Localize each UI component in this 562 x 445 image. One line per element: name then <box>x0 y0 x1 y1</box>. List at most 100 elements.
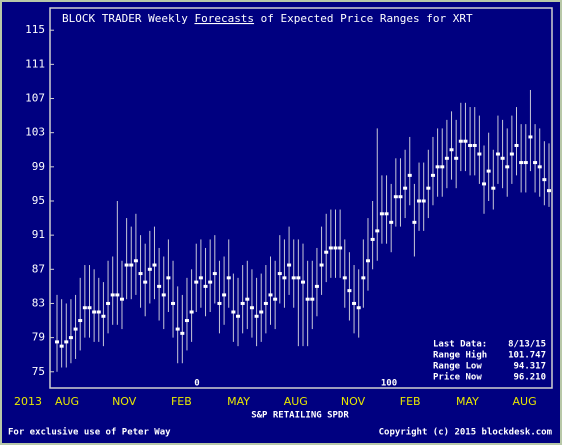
price-dot <box>440 165 445 169</box>
price-dot <box>495 152 500 156</box>
price-dot <box>184 319 189 323</box>
price-dot <box>254 314 259 318</box>
price-dot <box>189 310 194 314</box>
x-tick-label: NOV <box>112 395 137 408</box>
price-dot <box>73 327 78 331</box>
y-tick-label: 111 <box>25 57 45 70</box>
chart-title: BLOCK TRADER Weekly Forecasts of Expecte… <box>62 12 473 25</box>
price-dot <box>472 143 477 147</box>
price-dot <box>296 276 301 280</box>
price-dot <box>324 250 329 254</box>
x-marker: 0 <box>194 379 199 389</box>
info-value: 101.747 <box>508 351 546 361</box>
x-tick-label: MAY <box>227 395 250 408</box>
price-dot <box>240 301 245 305</box>
price-dot <box>305 297 310 301</box>
price-dot <box>505 165 510 169</box>
x-tick-label: FEB <box>400 395 421 408</box>
price-dot <box>166 276 171 280</box>
price-dot <box>180 331 185 335</box>
price-dot <box>208 280 213 284</box>
price-dot <box>482 182 487 186</box>
price-dot <box>226 276 231 280</box>
y-tick-label: 103 <box>25 126 45 139</box>
price-dot <box>259 310 264 314</box>
price-dot <box>407 173 412 177</box>
price-dot <box>444 156 449 160</box>
price-dot <box>389 220 394 224</box>
price-dot <box>194 280 199 284</box>
price-dot <box>101 314 106 318</box>
price-dot <box>96 310 101 314</box>
price-dot <box>217 301 222 305</box>
price-dot <box>365 259 370 263</box>
price-dot <box>287 263 292 267</box>
y-tick-label: 91 <box>32 228 45 241</box>
price-dot <box>417 199 422 203</box>
x-marker: 100 <box>381 379 397 389</box>
price-dot <box>106 301 111 305</box>
y-tick-label: 99 <box>32 160 45 173</box>
price-dot <box>301 280 305 284</box>
price-dot <box>347 289 352 293</box>
price-dot <box>222 293 227 297</box>
price-dot <box>157 284 162 288</box>
price-dot <box>398 195 403 199</box>
price-dot <box>68 336 73 340</box>
price-dot <box>468 143 473 147</box>
price-dot <box>59 344 64 348</box>
price-dot <box>119 297 124 301</box>
price-dot <box>124 263 129 267</box>
x-tick-label: NOV <box>341 395 366 408</box>
price-dot <box>403 186 408 190</box>
price-dot <box>379 212 384 216</box>
price-dot <box>509 152 514 156</box>
price-dot <box>203 284 208 288</box>
info-label: Range Low <box>433 362 482 372</box>
price-dot <box>291 276 296 280</box>
y-tick-label: 83 <box>32 296 45 309</box>
price-dot <box>143 280 148 284</box>
price-dot <box>454 156 459 160</box>
price-dot <box>412 220 417 224</box>
price-dot <box>82 306 87 310</box>
price-dot <box>245 297 250 301</box>
x-tick-label: AUG <box>284 395 308 408</box>
y-tick-label: 95 <box>32 194 45 207</box>
info-value: 8/13/15 <box>508 340 546 350</box>
price-dot <box>528 135 533 139</box>
price-dot <box>64 340 69 344</box>
price-dot <box>115 293 120 297</box>
y-tick-label: 107 <box>25 92 45 105</box>
info-value: 96.210 <box>513 373 546 383</box>
price-dot <box>277 272 282 276</box>
price-dot <box>523 161 528 165</box>
price-dot <box>152 263 157 267</box>
price-dot <box>421 199 426 203</box>
y-tick-label: 115 <box>25 23 45 36</box>
price-dot <box>78 319 83 323</box>
price-dot <box>537 165 542 169</box>
price-dot <box>533 161 538 165</box>
price-dot <box>449 148 454 152</box>
price-dot <box>175 327 180 331</box>
price-dot <box>310 297 315 301</box>
price-dot <box>328 246 333 250</box>
price-dot <box>147 267 152 271</box>
price-dot <box>463 139 468 143</box>
y-tick-label: 79 <box>32 331 45 344</box>
price-dot <box>500 156 505 160</box>
price-dot <box>361 276 366 280</box>
footer-right: Copyright (c) 2015 blockdesk.com <box>379 427 553 438</box>
price-dot <box>212 272 217 276</box>
x-tick-label: MAY <box>456 395 479 408</box>
price-dot <box>477 152 482 156</box>
subtitle: S&P RETAILING SPDR <box>251 411 349 421</box>
price-dot <box>133 259 138 263</box>
price-dot <box>342 276 347 280</box>
plot-area <box>49 7 553 389</box>
price-dot <box>273 297 278 301</box>
price-dot <box>138 272 143 276</box>
info-value: 94.317 <box>513 362 546 372</box>
